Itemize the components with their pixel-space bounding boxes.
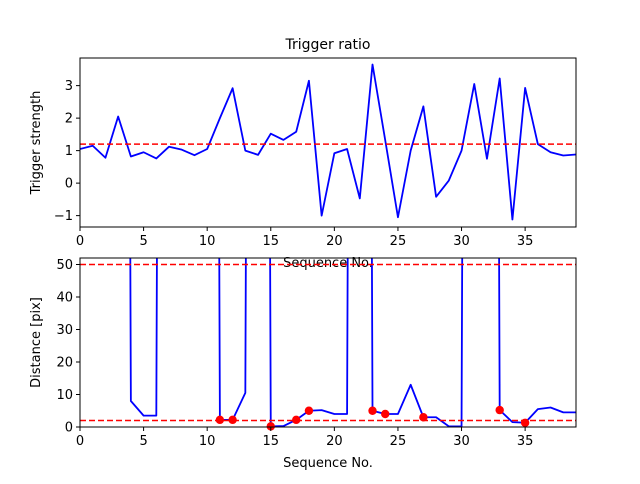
y-axis-label: Trigger strength: [29, 91, 44, 196]
x-tick-label: 35: [517, 234, 534, 249]
x-tick-label: 30: [453, 434, 470, 449]
data-point-marker: [215, 415, 225, 425]
data-point-marker: [228, 415, 237, 425]
y-tick-label: 10: [56, 388, 73, 403]
x-tick-label: 15: [262, 234, 279, 249]
x-tick-label: 5: [139, 234, 147, 249]
x-tick-label: 10: [199, 234, 216, 249]
x-tick-label: 25: [390, 234, 407, 249]
x-tick-label: 20: [326, 234, 343, 249]
x-tick-label: 25: [390, 434, 407, 449]
x-tick-label: 15: [262, 434, 279, 449]
y-tick-label: 40: [56, 291, 73, 306]
y-axis-label: Distance [pix]: [29, 297, 44, 388]
y-tick-label: 30: [56, 323, 73, 338]
data-point-marker: [266, 422, 275, 431]
x-tick-label: 0: [76, 434, 84, 449]
chart-title: Trigger ratio: [284, 37, 370, 53]
y-tick-label: 20: [56, 356, 73, 371]
data-point-marker: [304, 406, 314, 415]
x-tick-label: 20: [326, 434, 343, 449]
x-tick-label: 30: [453, 234, 470, 249]
data-point-marker: [368, 406, 377, 415]
y-tick-label: 0: [65, 421, 73, 436]
y-tick-label: 50: [56, 258, 73, 273]
y-tick-label: 2: [65, 112, 73, 127]
x-axis-label: Sequence No.: [283, 256, 373, 271]
x-axis-label: Sequence No.: [283, 456, 373, 471]
axes-frame: [79, 257, 577, 428]
data-point-marker: [419, 413, 428, 422]
x-tick-label: 5: [139, 434, 147, 449]
data-point-marker: [520, 418, 530, 427]
axes-frame: [79, 57, 577, 228]
y-tick-label: 1: [65, 144, 73, 159]
y-tick-label: 3: [65, 79, 73, 94]
x-tick-label: 10: [199, 434, 216, 449]
distance-axes: 0 5 10 15 20 25 30 35 0 10 20 30 40 50 Sequence No. Dis…: [29, 257, 577, 471]
x-tick-label: 0: [76, 234, 84, 249]
x-tick-label: 35: [517, 434, 534, 449]
data-point-marker: [381, 409, 390, 419]
series-line: [80, 63, 576, 221]
data-point-marker: [495, 405, 504, 415]
data-point-marker: [292, 415, 301, 425]
y-tick-label: 0: [65, 177, 73, 192]
series-line: [129, 258, 576, 427]
y-tick-label: −1: [54, 209, 73, 224]
